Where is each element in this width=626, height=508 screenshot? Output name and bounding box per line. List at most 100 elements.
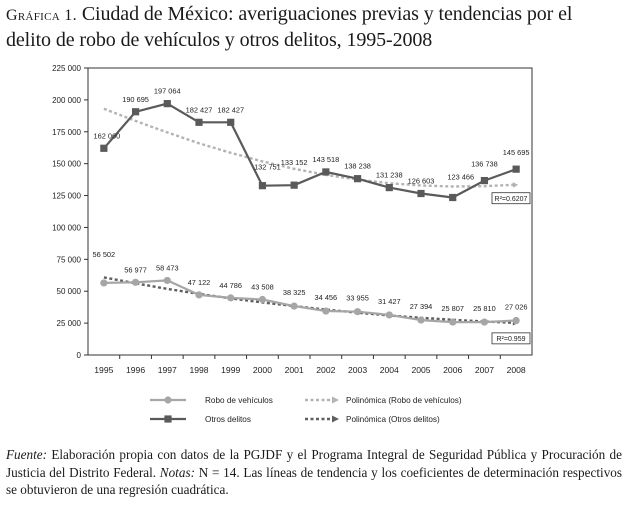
x-tick-label: 2005 [411, 365, 430, 375]
y-tick-label: 0 [77, 351, 82, 360]
legend-swatch-marker [164, 396, 172, 404]
data-point [512, 316, 520, 325]
data-label: 143 518 [312, 155, 339, 164]
data-point [195, 118, 203, 126]
data-label: 197 064 [154, 87, 181, 96]
data-label: 182 427 [186, 105, 213, 114]
data-point [449, 193, 457, 202]
x-tick-label: 2001 [285, 365, 304, 375]
data-point [100, 144, 108, 152]
x-tick-label: 2006 [443, 365, 462, 375]
y-tick-label: 175 000 [52, 128, 81, 137]
chart: 0 25 000 50 000 75 000 100 000 125 000 150 000… [0, 58, 626, 440]
legend-swatch-marker [164, 415, 172, 423]
data-point [385, 183, 393, 192]
data-label: 145 695 [503, 148, 530, 157]
data-label: 47 122 [188, 278, 211, 287]
data-label: 43 508 [251, 283, 274, 292]
fuente-label: Fuente: [6, 447, 48, 462]
data-label: 131 238 [376, 171, 403, 180]
fuente-text-2: y el Programa Integral de Seguridad Públ… [6, 447, 623, 480]
legend-swatch-arrow [332, 415, 339, 423]
series-line [103, 279, 517, 324]
r-squared-label: R²=0.6207 [495, 196, 528, 203]
data-label: 190 695 [122, 95, 149, 104]
y-tick-label: 225 000 [52, 64, 81, 73]
figure-title-text: Ciudad de México: averiguaciones previas… [6, 3, 573, 51]
chart-svg: 0 25 000 50 000 75 000 100 000 125 000 150 000… [52, 64, 533, 424]
data-label: 56 977 [124, 265, 147, 274]
x-tick-label: 1998 [189, 365, 208, 375]
data-point [258, 182, 267, 190]
data-label: 132 751 [254, 163, 281, 172]
data-label: 31 427 [378, 297, 401, 306]
data-label: 136 738 [471, 160, 498, 169]
legend-label: Polinómica (Otros delitos) [346, 415, 440, 424]
legend-label: Otros delitos [205, 415, 251, 424]
y-tick-label: 25 000 [57, 319, 82, 328]
data-label: 25 810 [473, 304, 496, 313]
y-tick-label: 125 000 [52, 192, 81, 201]
legend-swatch-arrow [332, 396, 339, 404]
x-tick-label: 1995 [94, 365, 113, 375]
y-tick-label: 150 000 [52, 160, 81, 169]
data-point [353, 308, 362, 316]
data-label: 25 807 [441, 304, 464, 313]
x-tick-label: 2003 [348, 365, 367, 375]
data-point [480, 318, 489, 326]
trendline-arrow [512, 182, 519, 188]
data-point [290, 302, 298, 310]
notas-text: N = 14. Las líneas de tendencia y los co… [6, 464, 623, 498]
data-label: 33 955 [346, 294, 369, 303]
x-tick-label: 1996 [126, 365, 145, 375]
data-point [417, 189, 425, 198]
y-tick-label: 100 000 [52, 223, 81, 232]
data-label: 44 786 [219, 281, 242, 290]
data-label: 123 466 [447, 173, 474, 182]
legend-label: Robo de vehículos [205, 396, 273, 405]
data-label: 27 026 [505, 303, 528, 312]
data-point [512, 165, 520, 173]
data-point [290, 181, 298, 189]
data-label: 162 060 [93, 131, 120, 140]
fuente-text: Elaboración propia con datos de la [51, 447, 240, 462]
data-point [163, 100, 171, 108]
plot-frame [87, 67, 533, 356]
figure-note: Fuente: Elaboración propia con datos de … [6, 446, 622, 499]
r-squared-box [491, 192, 531, 205]
data-point [227, 294, 235, 302]
legend-label: Polinómica (Robo de vehículos) [346, 396, 462, 405]
data-label: 34 456 [315, 293, 338, 302]
r-squared-box [491, 332, 531, 345]
data-label: 27 394 [410, 302, 433, 311]
y-tick-label: 75 000 [57, 255, 82, 264]
data-point [195, 291, 203, 299]
x-tick-label: 2004 [380, 365, 399, 375]
x-tick-label: 2002 [316, 365, 335, 375]
y-tick-label: 200 000 [52, 96, 81, 105]
data-point [322, 307, 330, 315]
data-label: 38 325 [283, 288, 306, 297]
data-label: 126 603 [408, 177, 435, 186]
data-point [353, 175, 362, 183]
data-point [100, 279, 108, 287]
data-label: 56 502 [93, 250, 116, 259]
x-tick-label: 2007 [475, 365, 494, 375]
data-point [163, 276, 171, 285]
data-point [449, 318, 457, 326]
data-point [385, 311, 393, 319]
pgjdf-abbrev: PGJDF [243, 447, 283, 462]
data-point [258, 295, 267, 304]
data-label: 133 152 [281, 158, 308, 167]
r-squared-label: R²=0.959 [497, 336, 526, 343]
x-tick-label: 2000 [253, 365, 272, 375]
data-point [480, 176, 489, 185]
data-point [417, 316, 425, 324]
series-line [103, 102, 517, 199]
data-point [227, 118, 235, 126]
trendline [103, 276, 517, 325]
data-point [131, 278, 140, 286]
x-tick-label: 1999 [221, 365, 240, 375]
notas-label: Notas: [159, 464, 195, 480]
data-label: 58 473 [156, 263, 179, 272]
